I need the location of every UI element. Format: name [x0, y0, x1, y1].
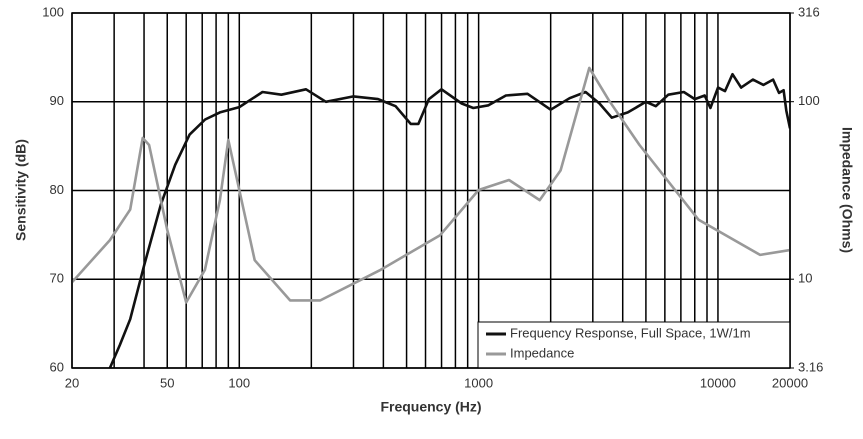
- x-tick-label: 10000: [700, 375, 736, 390]
- y2-tick-label: 100: [798, 93, 820, 108]
- y2-axis-title: Impedance (Ohms): [839, 127, 855, 253]
- y-axis-title: Sensitivity (dB): [13, 139, 29, 241]
- x-tick-label: 20: [65, 375, 79, 390]
- y-tick-label: 70: [50, 271, 64, 286]
- legend-label: Impedance: [510, 345, 574, 360]
- y-tick-label: 90: [50, 93, 64, 108]
- x-tick-label: 100: [228, 375, 250, 390]
- legend-box: [477, 321, 791, 369]
- x-axis-title: Frequency (Hz): [380, 399, 481, 415]
- y2-tick-label: 10: [798, 271, 812, 286]
- y-tick-label: 100: [42, 4, 64, 19]
- data-line: [108, 72, 790, 368]
- x-tick-label: 20000: [772, 375, 808, 390]
- y-tick-label: 80: [50, 182, 64, 197]
- data-line: [72, 66, 790, 304]
- x-tick-label: 1000: [464, 375, 493, 390]
- y2-tick-label: 316: [798, 4, 820, 19]
- y2-tick-label: 3.16: [798, 359, 823, 374]
- legend-label: Frequency Response, Full Space, 1W/1m: [510, 325, 751, 340]
- x-tick-label: 50: [160, 375, 174, 390]
- plot-frame: [71, 12, 791, 369]
- y-tick-label: 60: [50, 359, 64, 374]
